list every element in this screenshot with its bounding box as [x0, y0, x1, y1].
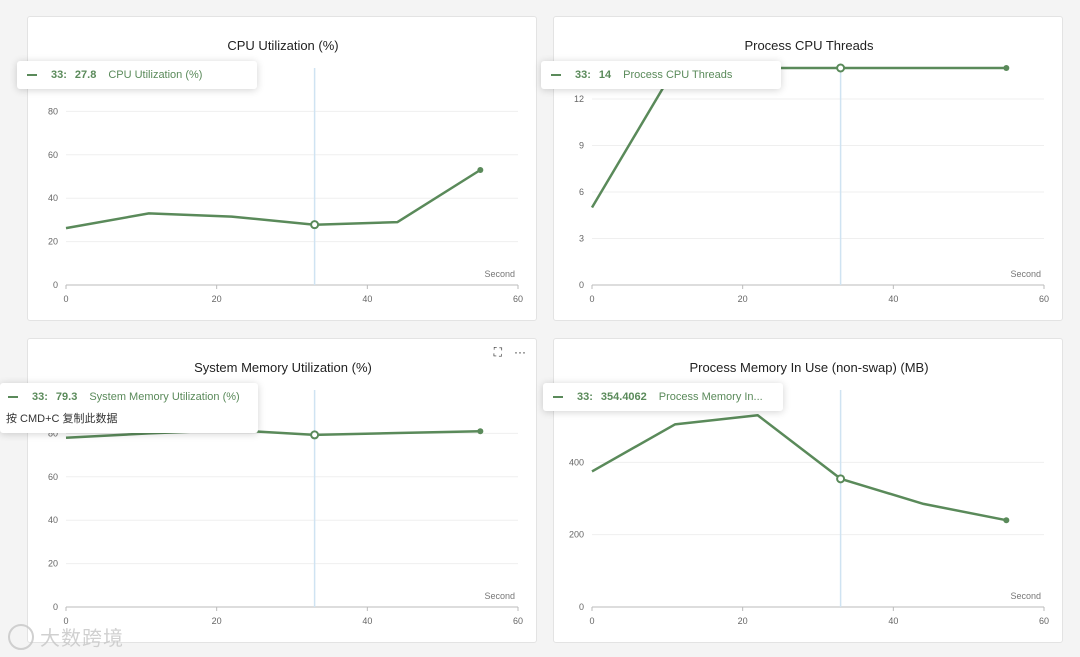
x-axis-name: Second	[484, 269, 515, 279]
tooltip-value: 27.8	[74, 69, 97, 81]
y-tick-label: 0	[53, 280, 58, 290]
tooltip-x: 33:	[51, 69, 67, 81]
tooltip-value: 14	[598, 69, 612, 81]
chart-title: Process Memory In Use (non-swap) (MB)	[689, 360, 928, 375]
x-tick-label: 40	[362, 616, 372, 626]
x-tick-label: 40	[888, 616, 898, 626]
series-line	[591, 414, 1007, 522]
x-tick-label: 0	[63, 294, 68, 304]
end-point	[1003, 517, 1010, 524]
x-tick-label: 0	[63, 616, 68, 626]
y-tick-label: 60	[48, 150, 58, 160]
x-tick-label: 20	[212, 294, 222, 304]
y-tick-label: 20	[48, 559, 58, 569]
chart-svg: System Memory Utilization (%) 0 20 40 60 80 0 2…	[48, 360, 523, 626]
x-axis-name: Second	[1010, 591, 1041, 601]
chart-title: Process CPU Threads	[744, 38, 874, 53]
x-tick-label: 60	[513, 616, 523, 626]
watermark-text: 大数跨境	[40, 628, 124, 650]
panel-toolbar: ⛶ ···	[494, 345, 526, 360]
series-swatch	[27, 74, 37, 76]
tooltip-value: 79.3	[55, 390, 78, 403]
highlighted-point	[310, 220, 320, 230]
y-tick-label: 400	[569, 457, 584, 467]
series-line	[590, 66, 1007, 209]
watermark: 大数跨境	[8, 622, 124, 651]
chart-panel-system-memory[interactable]: System Memory Utilization (%) 0 20 40 60 80 0 2…	[27, 338, 537, 643]
x-tick-label: 20	[212, 616, 222, 626]
tooltip-series-name: System Memory Utilization (%)	[89, 390, 240, 403]
x-tick-label: 20	[738, 294, 748, 304]
chart-svg: CPU Utilization (%) 0 20 40 60 80 0 20 40 60 Secon…	[48, 38, 523, 304]
series-swatch	[553, 396, 563, 398]
y-tick-label: 0	[53, 602, 58, 612]
tooltip-x: 33:	[32, 390, 48, 403]
y-tick-label: 0	[579, 280, 584, 290]
y-tick-label: 12	[574, 94, 584, 104]
y-tick-label: 80	[48, 428, 58, 438]
chart-title: CPU Utilization (%)	[227, 38, 338, 53]
tooltip-series-name: CPU Utilization (%)	[108, 69, 203, 81]
x-tick-label: 40	[888, 294, 898, 304]
watermark-logo-icon	[8, 623, 34, 650]
chart-tooltip: 33: 79.3 System Memory Utilization (%) 按…	[0, 383, 258, 433]
chart-svg: Process CPU Threads 0 3 6 9 12 0 20 40 60 Second	[574, 38, 1049, 304]
highlighted-point	[836, 63, 846, 73]
y-tick-label: 200	[569, 530, 584, 540]
tooltip-value: 354.4062	[600, 391, 647, 403]
x-tick-label: 60	[1039, 294, 1049, 304]
end-point	[1003, 65, 1010, 71]
x-tick-label: 40	[362, 294, 372, 304]
y-tick-label: 0	[579, 602, 584, 612]
fullscreen-icon[interactable]: ⛶	[493, 345, 502, 359]
y-tick-label: 80	[48, 106, 58, 116]
x-tick-label: 0	[589, 294, 594, 304]
y-tick-label: 9	[579, 141, 584, 151]
x-tick-label: 20	[738, 616, 748, 626]
series-line	[65, 428, 481, 439]
chart-tooltip: 33: 354.4062 Process Memory In...	[543, 383, 783, 411]
y-tick-label: 3	[579, 234, 584, 244]
y-tick-label: 40	[48, 515, 58, 525]
chart-svg: Process Memory In Use (non-swap) (MB) 0 20…	[569, 360, 1049, 626]
series-line	[65, 168, 481, 230]
tooltip-series-name: Process CPU Threads	[623, 69, 733, 81]
more-options-icon[interactable]: ···	[514, 345, 526, 359]
x-tick-label: 0	[589, 616, 594, 626]
chart-title: System Memory Utilization (%)	[194, 360, 372, 375]
y-tick-label: 40	[48, 193, 58, 203]
tooltip-copy-hint: 按 CMD+C 复制此数据	[6, 412, 118, 425]
end-point	[477, 166, 484, 173]
highlighted-point	[836, 474, 846, 484]
series-swatch	[8, 395, 18, 398]
end-point	[477, 428, 484, 435]
y-tick-label: 6	[579, 187, 584, 197]
tooltip-x: 33:	[575, 69, 591, 81]
x-axis-name: Second	[484, 591, 515, 601]
x-axis-name: Second	[1010, 269, 1041, 279]
x-tick-label: 60	[1039, 616, 1049, 626]
series-swatch	[551, 74, 561, 76]
highlighted-point	[310, 430, 320, 440]
y-tick-label: 20	[48, 237, 58, 247]
chart-tooltip: 33: 14 Process CPU Threads	[541, 61, 781, 89]
tooltip-series-name: Process Memory In...	[658, 391, 763, 403]
tooltip-x: 33:	[577, 391, 593, 403]
chart-tooltip: 33: 27.8 CPU Utilization (%)	[17, 61, 257, 89]
x-tick-label: 60	[513, 294, 523, 304]
y-tick-label: 60	[48, 472, 58, 482]
